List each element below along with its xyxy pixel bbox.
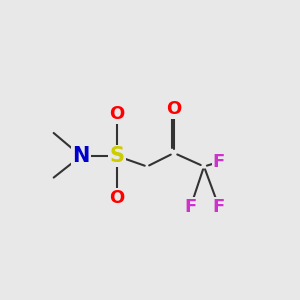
Text: F: F bbox=[213, 198, 225, 216]
Text: F: F bbox=[213, 153, 225, 171]
Text: S: S bbox=[110, 146, 124, 166]
Text: O: O bbox=[167, 100, 182, 118]
Text: F: F bbox=[184, 198, 196, 216]
Text: O: O bbox=[110, 189, 124, 207]
Text: N: N bbox=[72, 146, 90, 166]
Text: O: O bbox=[110, 105, 124, 123]
